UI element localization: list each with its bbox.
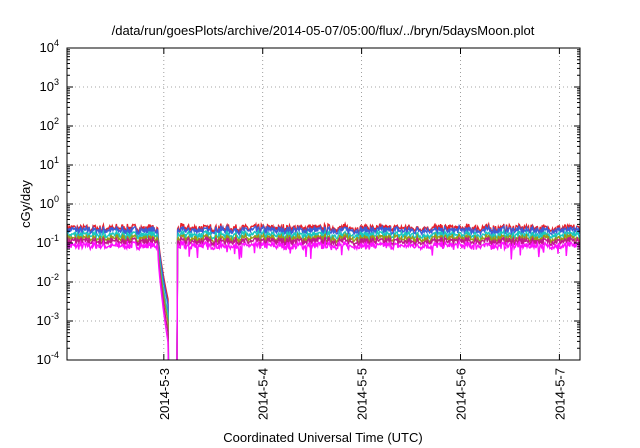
y-tick-label: 10-4 — [37, 350, 59, 367]
series-line — [67, 239, 580, 360]
y-tick-label: 102 — [40, 116, 59, 133]
x-tick-label: 2014-5-6 — [454, 368, 469, 420]
y-tick-label: 101 — [40, 155, 59, 172]
y-tick-label: 10-1 — [37, 233, 59, 250]
x-tick-label: 2014-5-5 — [355, 368, 370, 420]
x-axis-label: Coordinated Universal Time (UTC) — [223, 430, 422, 445]
x-tick-label: 2014-5-7 — [552, 368, 567, 420]
series-line — [67, 231, 580, 360]
y-tick-label: 100 — [40, 194, 59, 211]
grid — [67, 48, 580, 360]
y-axis-label: cGy/day — [18, 180, 33, 228]
x-axis: 2014-5-3 2014-5-4 2014-5-5 2014-5-6 2014-5-7 — [157, 48, 567, 420]
y-tick-label: 104 — [40, 38, 59, 55]
y-tick-label: 103 — [40, 77, 59, 94]
chart-title: /data/run/goesPlots/archive/2014-05-07/0… — [112, 23, 535, 38]
y-tick-label: 10-2 — [37, 272, 59, 289]
series-line — [67, 223, 580, 360]
series-line — [67, 235, 580, 360]
x-tick-label: 2014-5-3 — [157, 368, 172, 420]
series-group — [67, 221, 580, 360]
y-axis: 10-4 10-3 10-2 10-1 100 101 102 103 104 — [37, 38, 580, 367]
x-tick-label: 2014-5-4 — [256, 368, 271, 420]
y-tick-label: 10-3 — [37, 311, 59, 328]
series-line — [67, 228, 580, 360]
